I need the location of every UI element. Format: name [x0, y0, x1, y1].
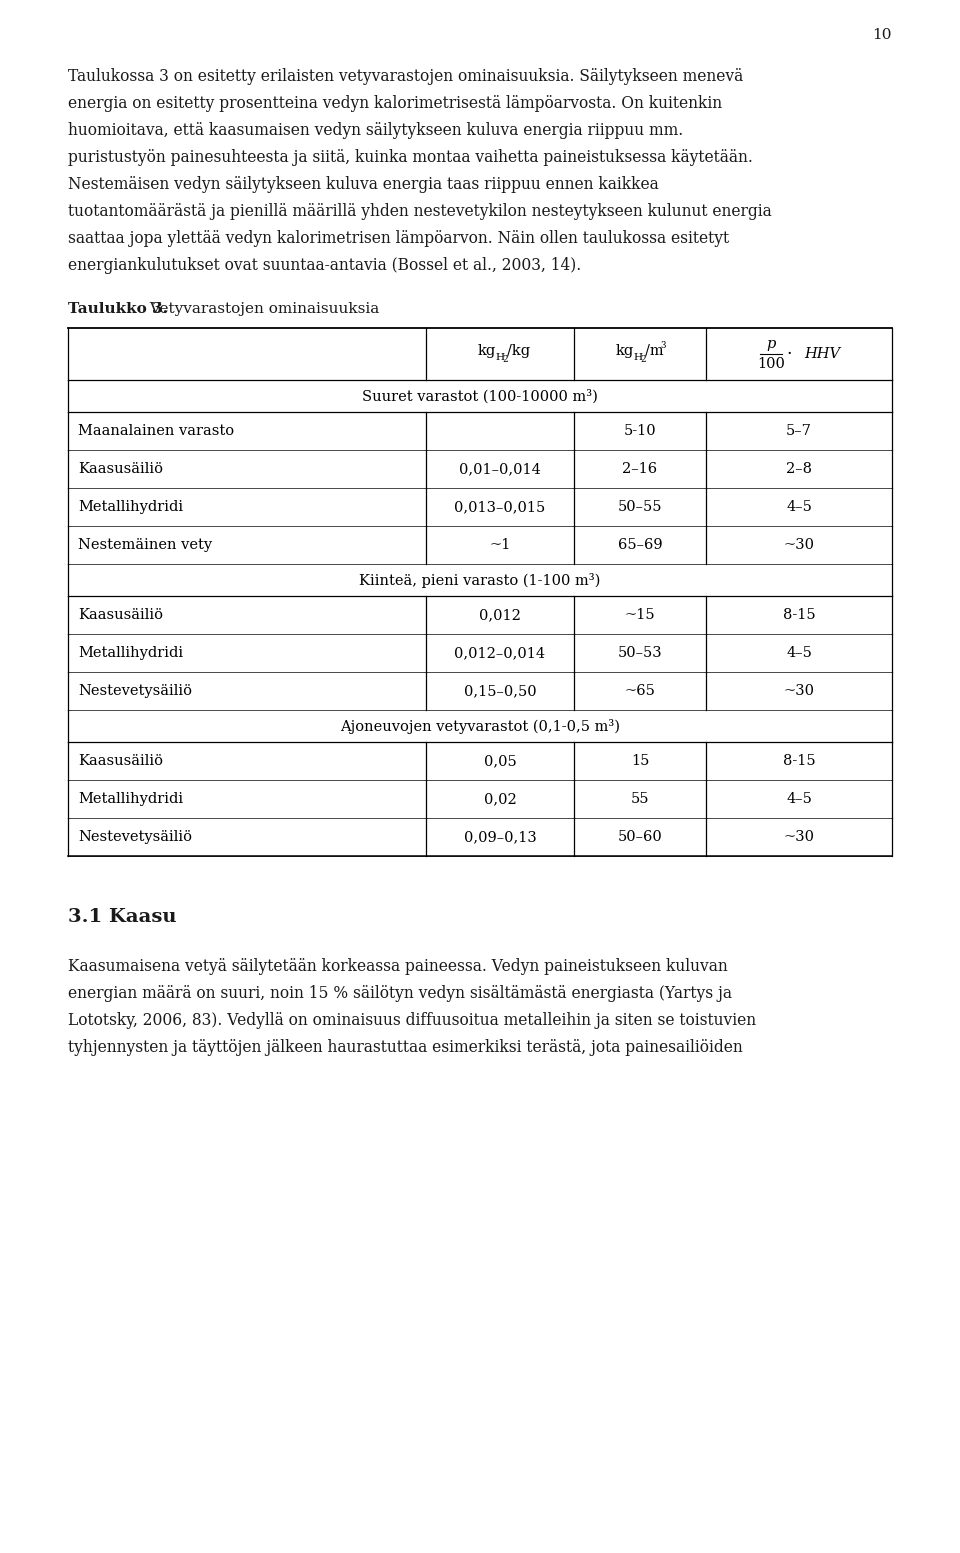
Text: 3: 3	[660, 342, 665, 351]
Text: 0,01–0,014: 0,01–0,014	[459, 461, 540, 477]
Text: Metallihydridi: Metallihydridi	[78, 646, 183, 660]
Text: kg: kg	[478, 345, 496, 359]
Text: puristustyön painesuhteesta ja siitä, kuinka montaa vaihetta paineistuksessa käy: puristustyön painesuhteesta ja siitä, ku…	[68, 149, 753, 166]
Text: 0,09–0,13: 0,09–0,13	[464, 829, 537, 843]
Text: Kiinteä, pieni varasto (1-100 m³): Kiinteä, pieni varasto (1-100 m³)	[359, 573, 601, 587]
Text: Nestemäinen vety: Nestemäinen vety	[78, 537, 212, 551]
Text: 50–60: 50–60	[617, 829, 662, 843]
Text: Metallihydridi: Metallihydridi	[78, 792, 183, 806]
Text: ·: ·	[786, 345, 792, 362]
Text: 5-10: 5-10	[624, 424, 657, 438]
Text: /m: /m	[645, 345, 663, 359]
Text: huomioitava, että kaasumaisen vedyn säilytykseen kuluva energia riippuu mm.: huomioitava, että kaasumaisen vedyn säil…	[68, 123, 684, 140]
Text: Nestevetysäiliö: Nestevetysäiliö	[78, 683, 192, 697]
Text: ~65: ~65	[625, 683, 656, 697]
Text: HHV: HHV	[804, 346, 840, 360]
Text: ~30: ~30	[783, 683, 814, 697]
Text: tuotantomäärästä ja pienillä määrillä yhden nestevetykilon nesteytykseen kulunut: tuotantomäärästä ja pienillä määrillä yh…	[68, 203, 772, 221]
Text: 0,15–0,50: 0,15–0,50	[464, 683, 537, 697]
Text: Kaasusäiliö: Kaasusäiliö	[78, 755, 163, 769]
Text: 0,013–0,015: 0,013–0,015	[454, 500, 545, 514]
Text: ~1: ~1	[490, 537, 511, 551]
Text: 2: 2	[502, 356, 508, 363]
Text: 4–5: 4–5	[786, 500, 812, 514]
Text: 10: 10	[873, 28, 892, 42]
Text: 0,05: 0,05	[484, 755, 516, 769]
Text: 5–7: 5–7	[786, 424, 812, 438]
Text: 50–55: 50–55	[617, 500, 662, 514]
Text: Lototsky, 2006, 83). Vedyllä on ominaisuus diffuusoitua metalleihin ja siten se : Lototsky, 2006, 83). Vedyllä on ominaisu…	[68, 1013, 756, 1030]
Text: 4–5: 4–5	[786, 646, 812, 660]
Text: Kaasusäiliö: Kaasusäiliö	[78, 609, 163, 623]
Text: Taulukko 3.: Taulukko 3.	[68, 301, 168, 315]
Text: Vetyvarastojen ominaisuuksia: Vetyvarastojen ominaisuuksia	[145, 301, 379, 315]
Text: 0,02: 0,02	[484, 792, 516, 806]
Text: p: p	[766, 337, 776, 351]
Text: saattaa jopa ylettää vedyn kalorimetrisen lämpöarvon. Näin ollen taulukossa esit: saattaa jopa ylettää vedyn kalorimetrise…	[68, 230, 730, 247]
Text: 0,012: 0,012	[479, 609, 521, 623]
Text: 55: 55	[631, 792, 649, 806]
Text: 2–16: 2–16	[622, 461, 658, 477]
Text: ~30: ~30	[783, 537, 814, 551]
Text: 2: 2	[640, 356, 646, 363]
Text: 3.1 Kaasu: 3.1 Kaasu	[68, 909, 177, 926]
Text: Maanalainen varasto: Maanalainen varasto	[78, 424, 234, 438]
Text: H: H	[633, 354, 642, 362]
Text: Metallihydridi: Metallihydridi	[78, 500, 183, 514]
Text: 8-15: 8-15	[782, 755, 815, 769]
Text: 15: 15	[631, 755, 649, 769]
Text: 0,012–0,014: 0,012–0,014	[454, 646, 545, 660]
Text: 4–5: 4–5	[786, 792, 812, 806]
Text: Kaasumaisena vetyä säilytetään korkeassa paineessa. Vedyn paineistukseen kuluvan: Kaasumaisena vetyä säilytetään korkeassa…	[68, 958, 728, 975]
Text: Suuret varastot (100-10000 m³): Suuret varastot (100-10000 m³)	[362, 388, 598, 404]
Text: ~30: ~30	[783, 829, 814, 843]
Text: tyhjennysten ja täyttöjen jälkeen haurastuttaa esimerkiksi terästä, jota painesa: tyhjennysten ja täyttöjen jälkeen hauras…	[68, 1039, 743, 1056]
Text: Ajoneuvojen vetyvarastot (0,1-0,5 m³): Ajoneuvojen vetyvarastot (0,1-0,5 m³)	[340, 719, 620, 733]
Text: H: H	[495, 354, 504, 362]
Text: energian määrä on suuri, noin 15 % säilötyn vedyn sisältämästä energiasta (Yarty: energian määrä on suuri, noin 15 % säilö…	[68, 985, 732, 1002]
Text: Nestevetysäiliö: Nestevetysäiliö	[78, 829, 192, 843]
Text: 100: 100	[757, 357, 785, 371]
Text: /kg: /kg	[507, 345, 530, 359]
Text: 50–53: 50–53	[617, 646, 662, 660]
Text: energiankulutukset ovat suuntaa-antavia (Bossel et al., 2003, 14).: energiankulutukset ovat suuntaa-antavia …	[68, 256, 581, 273]
Text: Taulukossa 3 on esitetty erilaisten vetyvarastojen ominaisuuksia. Säilytykseen m: Taulukossa 3 on esitetty erilaisten vety…	[68, 68, 743, 85]
Text: Kaasusäiliö: Kaasusäiliö	[78, 461, 163, 477]
Text: 65–69: 65–69	[617, 537, 662, 551]
Text: 2–8: 2–8	[786, 461, 812, 477]
Text: 8-15: 8-15	[782, 609, 815, 623]
Text: kg: kg	[616, 345, 635, 359]
Text: Nestemäisen vedyn säilytykseen kuluva energia taas riippuu ennen kaikkea: Nestemäisen vedyn säilytykseen kuluva en…	[68, 175, 659, 193]
Text: energia on esitetty prosentteina vedyn kalorimetrisestä lämpöarvosta. On kuitenk: energia on esitetty prosentteina vedyn k…	[68, 95, 722, 112]
Text: ~15: ~15	[625, 609, 656, 623]
